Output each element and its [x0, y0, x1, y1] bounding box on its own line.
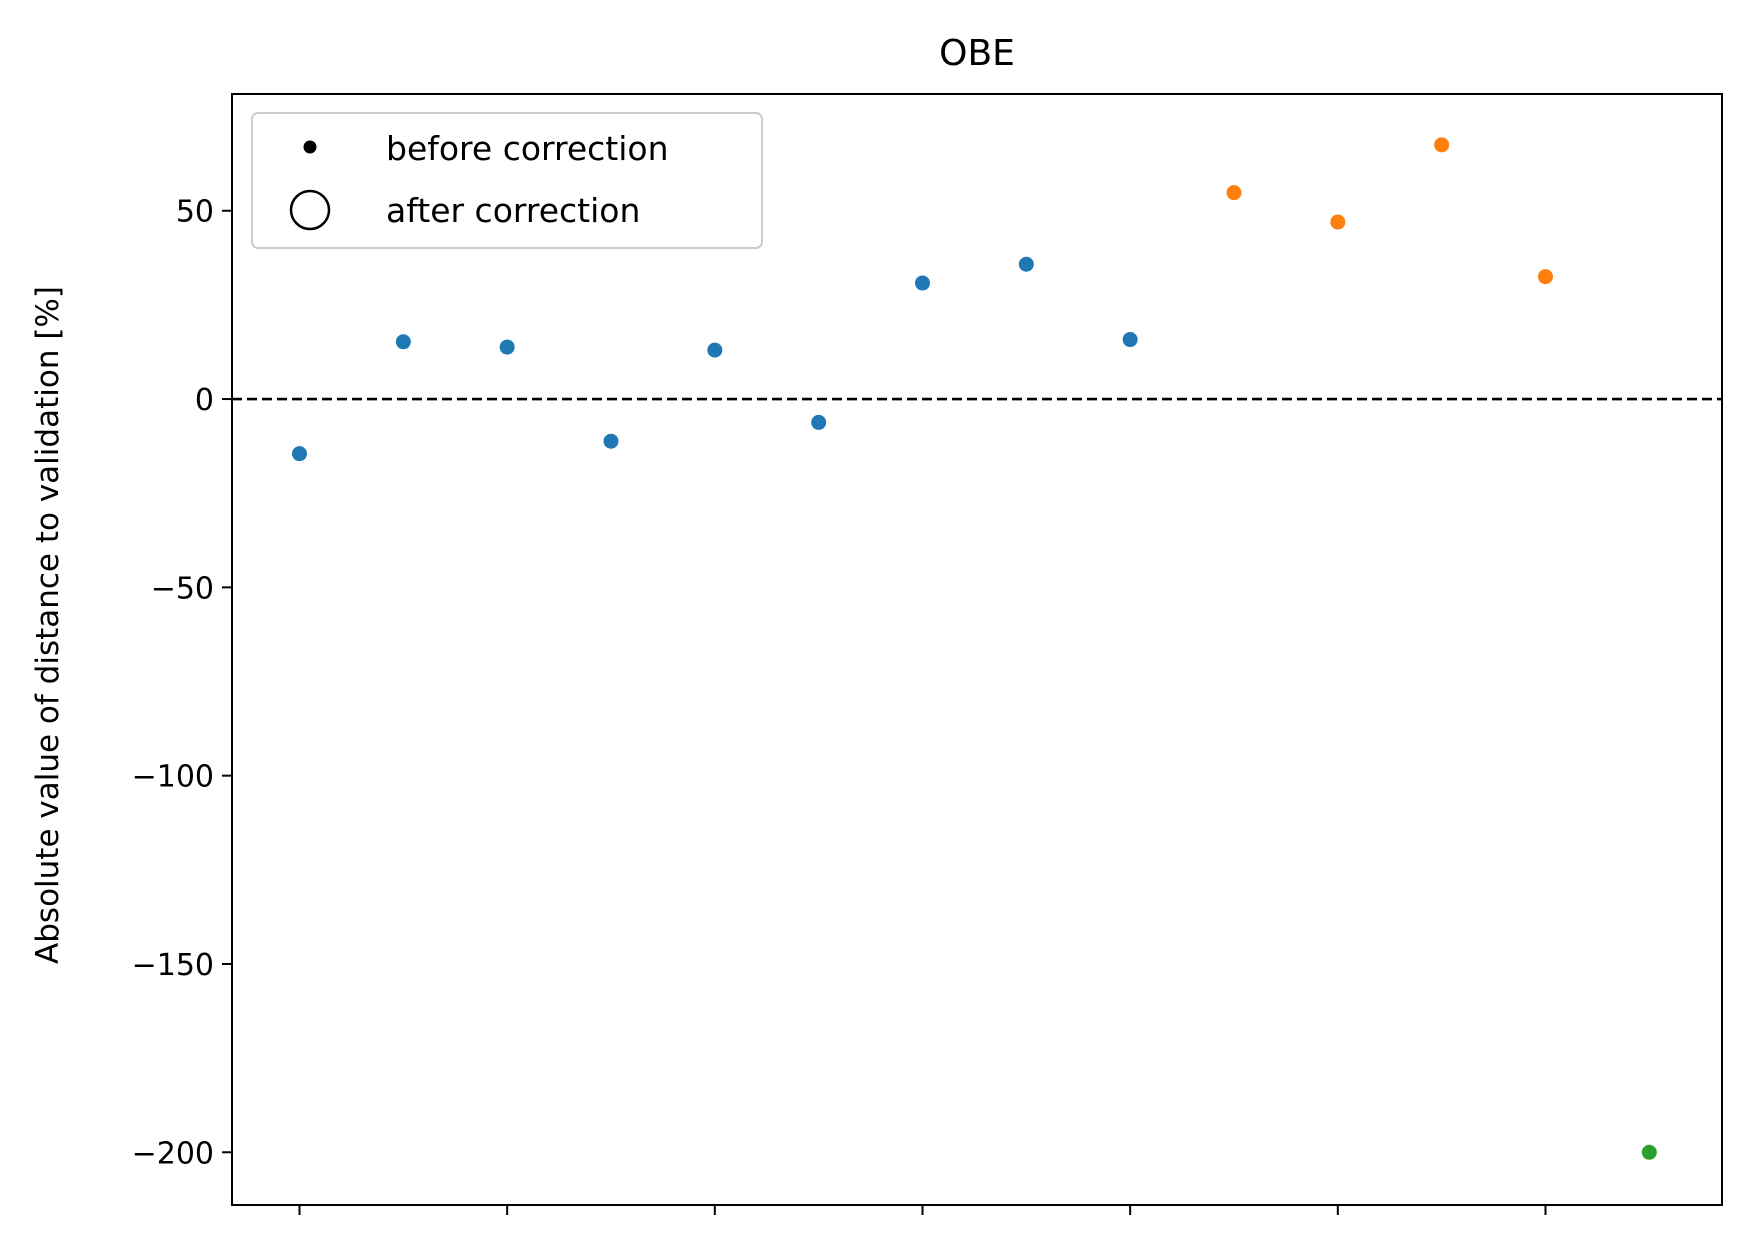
- data-point: [1537, 269, 1553, 285]
- data-point: [1434, 137, 1450, 153]
- legend-label-before: before correction: [386, 129, 669, 168]
- y-axis-label: Absolute value of distance to validation…: [30, 286, 66, 964]
- y-tick-label: −150: [132, 948, 214, 983]
- legend-label-after: after correction: [386, 191, 640, 230]
- y-tick-label: 0: [195, 383, 214, 418]
- data-point: [1641, 1144, 1657, 1160]
- data-point: [811, 414, 827, 430]
- chart-title: OBE: [939, 33, 1015, 74]
- plot-area: 50 0 −50 −100 −150 −200: [132, 93, 1723, 1215]
- data-point: [395, 334, 411, 350]
- data-point: [1122, 332, 1138, 348]
- data-point: [499, 339, 515, 355]
- data-point: [603, 433, 619, 449]
- legend: before correction after correction: [251, 112, 763, 249]
- data-point: [291, 446, 307, 462]
- data-point: [914, 275, 930, 291]
- legend-marker-after: [289, 189, 331, 231]
- legend-frame: [251, 112, 763, 249]
- y-tick-label: 50: [176, 195, 214, 230]
- y-tick-label: −50: [151, 571, 214, 606]
- data-point: [1330, 214, 1346, 230]
- y-tick-label: −200: [132, 1136, 214, 1171]
- data-point: [1018, 256, 1034, 272]
- axes-frame: [231, 93, 1723, 1206]
- data-point: [1226, 185, 1242, 201]
- legend-marker-before: [303, 140, 317, 154]
- data-point: [707, 342, 723, 358]
- y-tick-label: −100: [132, 760, 214, 795]
